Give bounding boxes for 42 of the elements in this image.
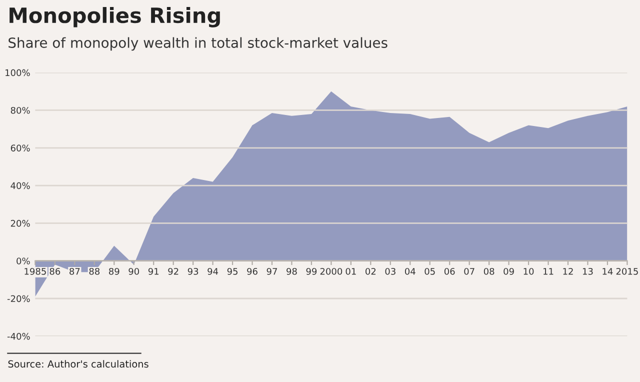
x-tick-label: 03 [385, 268, 396, 275]
x-tick-label: 90 [128, 268, 140, 275]
y-tick-label: -40% [7, 332, 30, 340]
x-tick-label: 89 [109, 268, 120, 275]
y-tick-label: 60% [10, 144, 30, 152]
y-tick-label: 0% [16, 258, 30, 264]
x-tick-label: 94 [208, 268, 218, 275]
x-tick-label: 86 [50, 268, 60, 275]
x-tick-label: 08 [484, 268, 494, 275]
x-tick-label: 01 [346, 268, 356, 275]
x-tick-label: 91 [148, 268, 159, 275]
x-tick-label: 95 [227, 268, 238, 275]
x-tick-label: 2015 [616, 268, 638, 275]
x-tick-label: 87 [70, 268, 80, 275]
x-tick-label: 09 [504, 268, 514, 275]
x-tick-label: 88 [89, 268, 100, 275]
x-tick-label: 10 [524, 268, 534, 275]
x-tick-label: 99 [306, 268, 317, 275]
x-tick-label: 05 [424, 268, 435, 275]
x-tick-label: 12 [563, 268, 573, 275]
x-tick-label: 14 [602, 268, 613, 275]
x-tick-label: 1985 [24, 268, 46, 275]
x-tick-label: 11 [544, 268, 554, 275]
x-tick-label: 02 [366, 268, 376, 275]
x-tick-label: 07 [464, 268, 474, 275]
x-tick-label: 92 [168, 268, 178, 275]
y-tick-label: 100% [6, 69, 30, 76]
source-note: Source: Author's calculations [8, 360, 148, 368]
y-tick-label: -20% [7, 295, 30, 302]
y-tick-label: 20% [10, 220, 30, 227]
x-tick-label: 04 [404, 268, 416, 275]
x-tick-label: 06 [444, 268, 455, 275]
y-tick-label: 80% [10, 106, 30, 114]
chart-title: Monopolies Rising [10, 7, 220, 28]
x-tick-label: 96 [247, 268, 258, 275]
x-tick-label: 13 [582, 268, 593, 275]
x-tick-label: 2000 [320, 268, 342, 275]
x-tick-label: 93 [188, 268, 198, 275]
y-tick-label: 40% [10, 182, 30, 190]
x-tick-label: 97 [266, 268, 277, 275]
x-tick-label: 98 [286, 268, 297, 275]
chart-subtitle: Share of monopoly wealth in total stock-market values [8, 37, 388, 51]
